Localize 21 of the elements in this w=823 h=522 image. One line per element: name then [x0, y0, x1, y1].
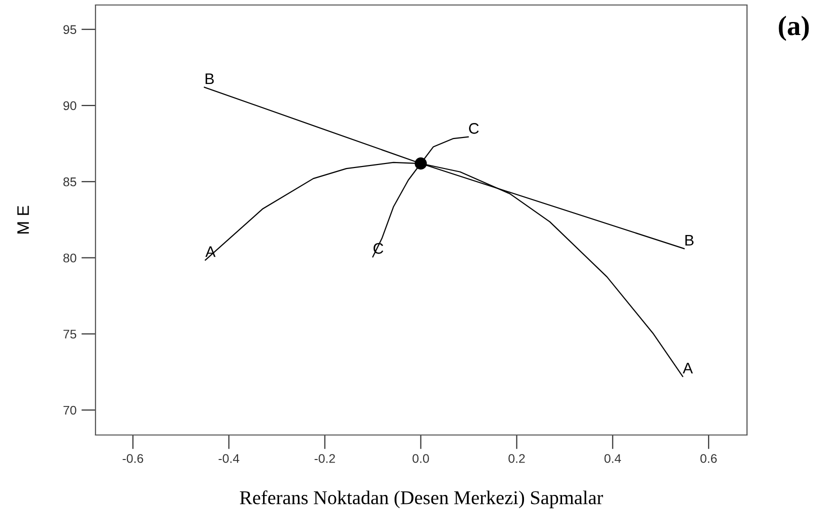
x-tick-label: 0.6: [700, 454, 717, 463]
y-tick-label: 75: [63, 330, 76, 339]
y-tick-label: 80: [63, 254, 76, 262]
x-tick-label: -0.4: [218, 454, 240, 463]
text: A: [682, 362, 693, 374]
series-label: A: [205, 246, 216, 257]
y-tick-label: 95: [63, 25, 76, 34]
text: C: [469, 123, 479, 134]
x-tick-label: 0.2: [508, 454, 525, 463]
text: (a): [778, 16, 809, 41]
y-tick-label: 90: [63, 101, 76, 110]
x-tick-label: -0.6: [122, 454, 144, 463]
y-tick-label: 70: [63, 406, 76, 415]
x-tick-label: 0.0: [412, 454, 429, 463]
y-axis-title: M E: [17, 206, 29, 234]
x-tick-label: -0.2: [314, 454, 335, 463]
x-tick-label: 0.4: [604, 454, 621, 463]
text: B: [685, 234, 694, 246]
x-axis-title: Referans Noktadan (Desen Merkezi) Sapmalar: [240, 490, 604, 508]
y-tick-label: 85: [63, 177, 76, 186]
series-label: B: [206, 74, 214, 84]
